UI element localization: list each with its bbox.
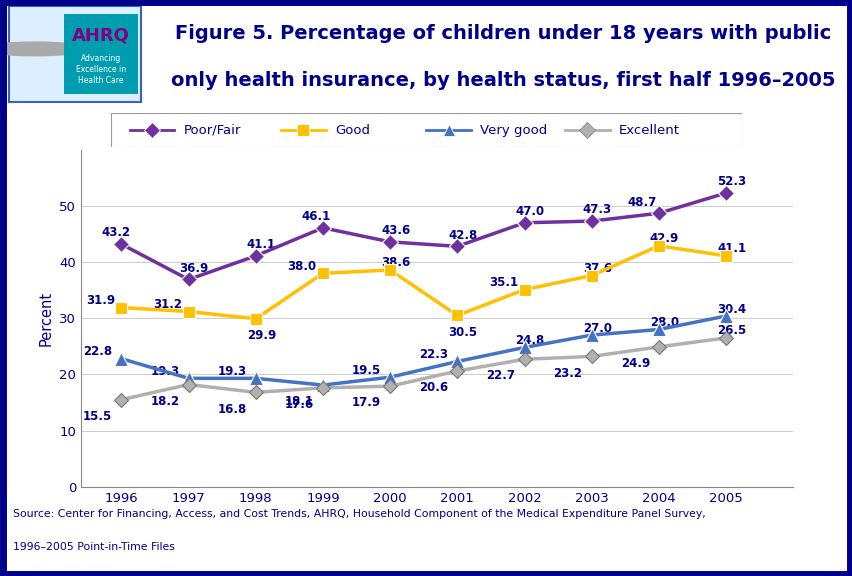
Text: 41.1: 41.1	[717, 242, 746, 256]
Text: Excellent: Excellent	[619, 124, 679, 137]
Text: 26.5: 26.5	[717, 324, 746, 338]
Text: 35.1: 35.1	[488, 276, 518, 289]
FancyBboxPatch shape	[111, 113, 741, 147]
Text: 24.8: 24.8	[515, 334, 544, 347]
Text: 22.8: 22.8	[83, 345, 112, 358]
Text: 48.7: 48.7	[627, 196, 656, 209]
Text: 41.1: 41.1	[246, 238, 275, 251]
Text: AHRQ: AHRQ	[72, 26, 130, 44]
Text: 17.9: 17.9	[352, 396, 381, 410]
Circle shape	[0, 42, 89, 56]
Text: 19.3: 19.3	[150, 365, 179, 378]
Text: 18.1: 18.1	[285, 395, 314, 408]
Text: 31.9: 31.9	[86, 294, 115, 307]
Y-axis label: Percent: Percent	[38, 291, 54, 346]
Text: 42.9: 42.9	[649, 232, 678, 245]
FancyBboxPatch shape	[9, 6, 141, 103]
Text: 19.3: 19.3	[217, 365, 246, 378]
Text: 15.5: 15.5	[83, 410, 112, 423]
Text: 16.8: 16.8	[217, 403, 246, 415]
Text: Advancing
Excellence in
Health Care: Advancing Excellence in Health Care	[76, 54, 126, 85]
Text: 47.0: 47.0	[515, 205, 544, 218]
Text: only health insurance, by health status, first half 1996–2005: only health insurance, by health status,…	[170, 71, 834, 90]
Text: 22.7: 22.7	[486, 369, 515, 382]
Text: 42.8: 42.8	[447, 229, 477, 242]
Text: 22.3: 22.3	[418, 348, 447, 361]
Text: 43.2: 43.2	[101, 226, 130, 240]
Text: 38.0: 38.0	[287, 260, 316, 273]
Text: Source: Center for Financing, Access, and Cost Trends, AHRQ, Household Component: Source: Center for Financing, Access, an…	[13, 509, 705, 520]
Text: 24.9: 24.9	[620, 357, 649, 370]
Text: 43.6: 43.6	[381, 224, 410, 237]
Text: 20.6: 20.6	[418, 381, 448, 394]
Text: 27.0: 27.0	[582, 321, 611, 335]
Text: Very good: Very good	[480, 124, 547, 137]
Text: Figure 5. Percentage of children under 18 years with public: Figure 5. Percentage of children under 1…	[175, 24, 830, 43]
Text: 46.1: 46.1	[301, 210, 331, 223]
Text: 36.9: 36.9	[179, 262, 209, 275]
Text: Poor/Fair: Poor/Fair	[183, 124, 240, 137]
Text: 30.4: 30.4	[717, 302, 746, 316]
Text: Good: Good	[335, 124, 370, 137]
Text: 28.0: 28.0	[649, 316, 678, 329]
Text: 29.9: 29.9	[246, 329, 275, 342]
Text: 30.5: 30.5	[448, 325, 477, 339]
Text: 17.6: 17.6	[285, 398, 314, 411]
Text: 1996–2005 Point-in-Time Files: 1996–2005 Point-in-Time Files	[13, 541, 175, 552]
Text: 18.2: 18.2	[150, 395, 179, 408]
Text: 52.3: 52.3	[717, 176, 746, 188]
Text: 47.3: 47.3	[582, 203, 611, 217]
Text: 23.2: 23.2	[553, 366, 582, 380]
FancyBboxPatch shape	[64, 14, 138, 94]
Text: 37.6: 37.6	[582, 262, 611, 275]
Text: 31.2: 31.2	[153, 298, 182, 311]
Text: 38.6: 38.6	[381, 256, 410, 270]
Text: 19.5: 19.5	[352, 364, 381, 377]
